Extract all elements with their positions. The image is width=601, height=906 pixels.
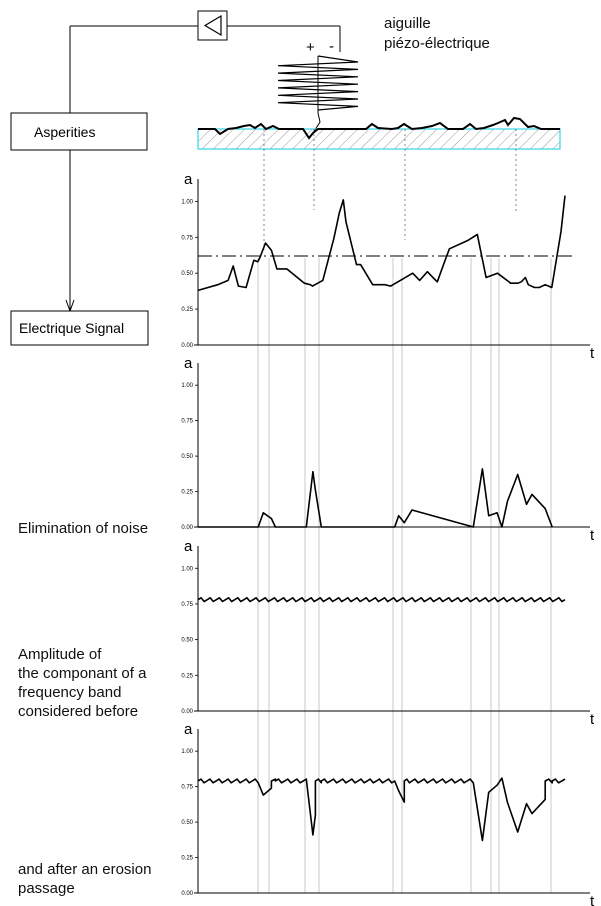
substrate: [197, 128, 561, 150]
x-axis-label: t: [590, 527, 595, 544]
amplifier-box: [197, 10, 228, 41]
signal-series-line: [198, 468, 553, 528]
amplifier-triangle-icon: [203, 14, 222, 37]
minus-sign: -: [329, 38, 334, 55]
y-tick-label: 1.00: [181, 383, 193, 389]
guide-lines: [257, 129, 552, 893]
caption-noise-elimination: Elimination of noise: [18, 519, 148, 538]
caption-band-line-1: Amplitude of: [18, 646, 102, 663]
y-tick-label: 0.50: [181, 638, 193, 644]
x-axis-label: t: [590, 345, 595, 362]
y-tick-label: 1.00: [181, 749, 193, 755]
y-tick-label: 0.25: [181, 490, 193, 496]
charts: a t 0.00 0.25 0.50 0.75 1.00 a t 0.00 0.25 0.50 0.75…: [181, 171, 595, 906]
signal-box: [10, 310, 149, 346]
x-axis-label: t: [590, 711, 595, 728]
caption-band-line-3: frequency band: [18, 684, 122, 701]
piezo-coil-icon: [277, 55, 359, 111]
signal-label: Electrique Signal: [19, 320, 124, 336]
y-tick-label: 0.00: [181, 891, 193, 897]
y-tick-label: 0.75: [181, 785, 193, 791]
wiring: [69, 25, 341, 310]
y-tick-label: 0.25: [181, 307, 193, 313]
y-tick-label: 1.00: [181, 566, 193, 572]
y-axis-label: a: [184, 171, 193, 188]
rough-surface-line: [198, 116, 560, 140]
y-tick-label: 0.50: [181, 454, 193, 460]
surface-profile: [197, 116, 561, 150]
caption-band-line-4: considered before: [18, 703, 139, 720]
asperities-label: Asperities: [34, 124, 95, 140]
piezo-needle: [277, 55, 359, 134]
y-tick-label: 0.00: [181, 343, 193, 349]
chart-panel-2: a t 0.00 0.25 0.50 0.75 1.00: [181, 355, 595, 544]
y-tick-label: 0.00: [181, 709, 193, 715]
chart-panel-4: a t 0.00 0.25 0.50 0.75 1.00: [181, 721, 595, 906]
y-tick-label: 0.75: [181, 235, 193, 241]
signal-series-line: [197, 195, 566, 292]
y-tick-label: 1.00: [181, 199, 193, 205]
signal-series-line: [197, 597, 566, 603]
y-axis-label: a: [184, 355, 193, 372]
y-tick-label: 0.75: [181, 602, 193, 608]
signal-series-line: [197, 777, 566, 842]
caption-band-line-2: the componant of a: [18, 665, 147, 682]
y-tick-label: 0.25: [181, 673, 193, 679]
chart-panel-3: a t 0.00 0.25 0.50 0.75 1.00: [181, 538, 595, 728]
y-axis-label: a: [184, 538, 193, 555]
needle-label-line1: aiguille: [384, 15, 431, 32]
caption-erosion-line-2: passage: [18, 880, 75, 897]
y-axis-label: a: [184, 721, 193, 738]
needle-label: aiguille piézo-électrique: [384, 14, 490, 54]
y-tick-label: 0.00: [181, 525, 193, 531]
caption-noise-text: Elimination of noise: [18, 520, 149, 537]
asperities-box: [10, 112, 148, 151]
caption-band-amplitude: Amplitude of the componant of a frequenc…: [18, 645, 146, 721]
x-axis-label: t: [590, 893, 595, 906]
caption-after-erosion: and after an erosion passage: [18, 860, 151, 898]
y-tick-label: 0.50: [181, 271, 193, 277]
y-tick-label: 0.75: [181, 419, 193, 425]
plus-sign: +: [306, 39, 315, 56]
chart-panel-1: a t 0.00 0.25 0.50 0.75 1.00: [181, 171, 595, 362]
needle-label-line2: piézo-électrique: [384, 35, 490, 52]
y-tick-label: 0.50: [181, 820, 193, 826]
needle-lead: [312, 56, 321, 134]
y-tick-label: 0.25: [181, 856, 193, 862]
caption-erosion-line-1: and after an erosion: [18, 861, 152, 878]
